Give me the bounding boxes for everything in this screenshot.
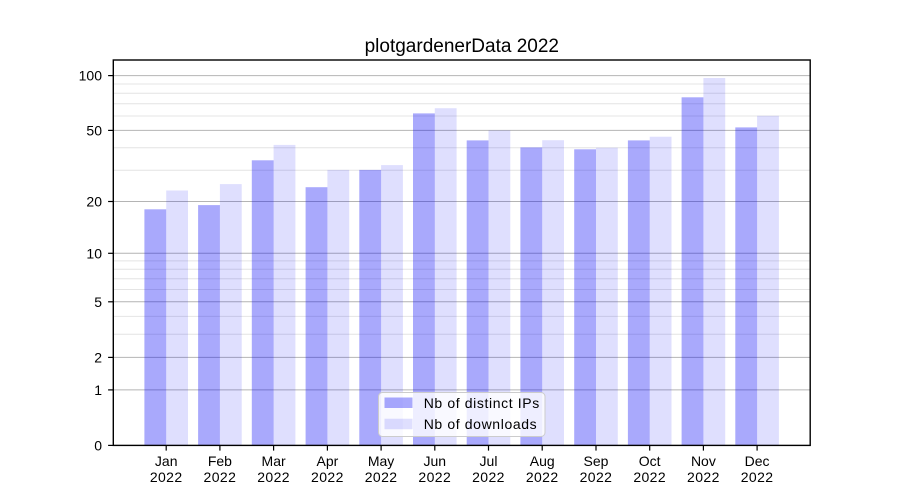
svg-text:20: 20 (86, 194, 102, 210)
svg-text:Jan: Jan (155, 453, 178, 469)
svg-text:Apr: Apr (317, 453, 339, 469)
svg-text:2022: 2022 (365, 469, 398, 485)
svg-text:2022: 2022 (311, 469, 344, 485)
svg-text:2022: 2022 (633, 469, 666, 485)
svg-text:Oct: Oct (639, 453, 661, 469)
svg-text:May: May (368, 453, 394, 469)
svg-text:50: 50 (86, 122, 102, 138)
svg-text:2022: 2022 (472, 469, 505, 485)
svg-text:2022: 2022 (580, 469, 613, 485)
svg-text:Feb: Feb (208, 453, 232, 469)
svg-text:1: 1 (94, 382, 102, 398)
svg-text:2: 2 (94, 349, 102, 365)
svg-text:Nov: Nov (691, 453, 716, 469)
svg-text:plotgardenerData 2022: plotgardenerData 2022 (365, 36, 559, 57)
svg-text:2022: 2022 (204, 469, 237, 485)
svg-text:2022: 2022 (526, 469, 559, 485)
svg-text:0: 0 (94, 437, 102, 453)
svg-text:Aug: Aug (530, 453, 555, 469)
svg-text:Sep: Sep (584, 453, 609, 469)
svg-text:Jul: Jul (480, 453, 498, 469)
svg-text:100: 100 (79, 68, 103, 84)
svg-text:Nb of downloads: Nb of downloads (424, 416, 538, 432)
svg-text:2022: 2022 (257, 469, 290, 485)
svg-text:5: 5 (94, 294, 102, 310)
svg-text:Dec: Dec (745, 453, 770, 469)
svg-text:2022: 2022 (687, 469, 720, 485)
svg-text:2022: 2022 (418, 469, 451, 485)
svg-text:Nb of distinct IPs: Nb of distinct IPs (424, 395, 540, 411)
svg-text:2022: 2022 (150, 469, 183, 485)
svg-text:10: 10 (86, 245, 102, 261)
svg-text:Jun: Jun (424, 453, 447, 469)
svg-text:Mar: Mar (262, 453, 286, 469)
svg-text:2022: 2022 (741, 469, 774, 485)
